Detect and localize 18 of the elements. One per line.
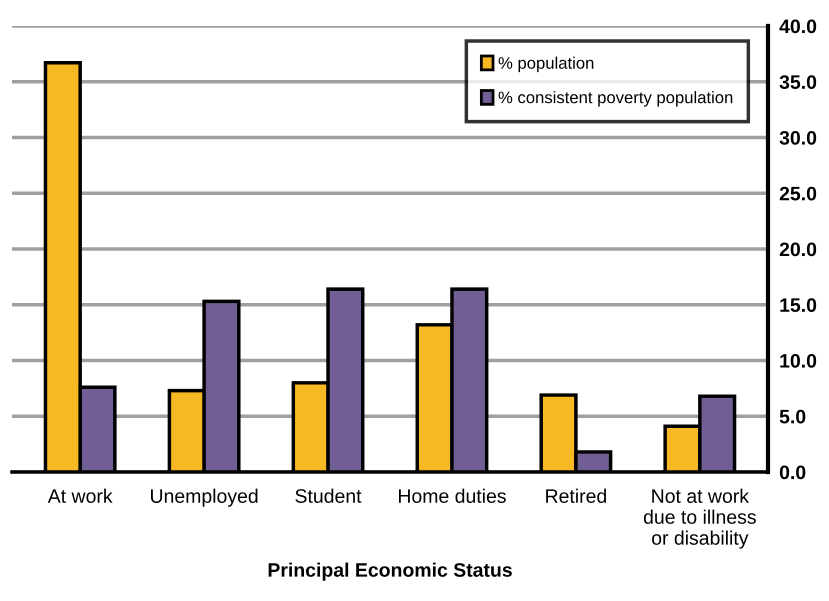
y-tick-label: 25.0 — [780, 186, 816, 200]
legend-label: % population — [498, 56, 594, 72]
y-tick-label: 10.0 — [780, 354, 816, 368]
x-tick-label: Home duties — [398, 488, 506, 503]
y-tick-label: 0.0 — [780, 465, 806, 480]
x-tick-label: At work — [48, 488, 113, 503]
x-tick-label: Not at work due to illness or disability — [644, 488, 756, 549]
y-tick-label: 15.0 — [780, 298, 816, 312]
y-tick-label: 35.0 — [780, 75, 816, 90]
legend-label: % consistent poverty population — [498, 91, 732, 107]
x-tick-label: Unemployed — [151, 488, 258, 507]
x-tick-label: Retired — [546, 488, 606, 503]
y-tick-label: 30.0 — [780, 130, 816, 145]
y-tick-label: 40.0 — [779, 19, 816, 34]
y-tick-label: 5.0 — [780, 410, 806, 424]
x-axis-title: Principal Economic Status — [268, 562, 512, 581]
x-tick-label: Student — [295, 488, 362, 503]
y-tick-label: 20.0 — [780, 242, 816, 256]
